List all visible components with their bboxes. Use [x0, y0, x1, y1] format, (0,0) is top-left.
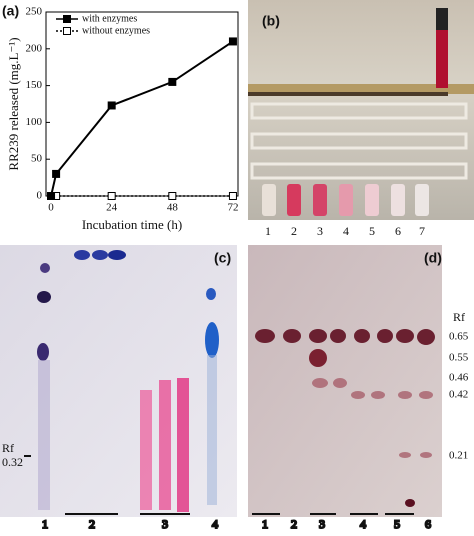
rf-label: 0.55 — [449, 352, 469, 364]
marker — [168, 192, 177, 200]
y-tick-label: 150 — [26, 79, 43, 91]
lane-label: 2 — [291, 224, 297, 238]
rf-label: 0.42 — [449, 389, 468, 401]
y-tick-label: 200 — [26, 42, 43, 54]
lane-label: 2 — [89, 517, 95, 531]
marker — [107, 192, 116, 200]
photo-b: (b) — [248, 0, 474, 220]
panel-label: (a) — [2, 3, 19, 19]
lane-labels-d: 1 2 3 4 5 6 — [252, 513, 432, 532]
lane-label: 2 — [291, 517, 297, 531]
x-tick-label: 72 — [227, 202, 238, 214]
lane-label: 7 — [419, 224, 425, 238]
lane-label: 1 — [262, 517, 268, 531]
lane-label: 1 — [265, 224, 271, 238]
lane-label: 5 — [369, 224, 375, 238]
rf-label: 0.65 — [449, 331, 469, 343]
lane-labels-c: 1 2 3 4 — [41, 513, 219, 532]
rf-label: 0.46 — [449, 372, 469, 384]
y-tick-label: 50 — [31, 153, 43, 165]
y-tick-label: 250 — [26, 6, 43, 18]
rf-title: Rf — [2, 441, 14, 455]
lane-label: 5 — [394, 517, 400, 531]
lane-labels-b: 1 2 3 4 5 6 7 — [265, 224, 425, 238]
rf-label: 0.21 — [449, 450, 468, 462]
legend-marker — [63, 27, 71, 35]
marker — [228, 37, 237, 46]
rf-title: Rf — [453, 310, 465, 324]
lane-label: 4 — [343, 224, 349, 238]
x-axis-title: Incubation time (h) — [82, 217, 182, 232]
marker — [168, 77, 177, 86]
lane-label: 4 — [212, 517, 218, 531]
x-tick-label: 24 — [106, 202, 118, 214]
legend-label: without enzymes — [82, 25, 150, 36]
lane-label: 3 — [319, 517, 325, 531]
y-tick-label: 0 — [37, 190, 43, 202]
plot-frame — [45, 11, 239, 197]
photo-d: (d) Rf 0.65 0.55 0.46 0.42 0.21 — [248, 245, 469, 517]
legend-label: with enzymes — [82, 13, 137, 24]
lane-label: 4 — [360, 517, 366, 531]
lane-label: 6 — [425, 517, 431, 531]
y-axis-title: RR239 released (mg.L⁻¹) — [6, 37, 21, 170]
x-tick-label: 0 — [48, 202, 54, 214]
photo-c: (c) Rf 0.32 — [0, 245, 237, 517]
panel-label: (c) — [214, 250, 231, 266]
series-line — [50, 40, 234, 197]
lane-label: 3 — [162, 517, 168, 531]
legend-marker — [63, 15, 71, 23]
y-tick-label: 100 — [26, 116, 43, 128]
x-tick-label: 48 — [167, 202, 179, 214]
lane-label: 1 — [42, 517, 48, 531]
marker — [228, 192, 237, 200]
rf-label: 0.32 — [2, 455, 23, 469]
lane-label: 3 — [317, 224, 323, 238]
lane-label: 6 — [395, 224, 401, 238]
panel-label: (b) — [262, 13, 280, 29]
marker — [52, 169, 61, 178]
marker — [47, 192, 56, 200]
marker — [107, 101, 116, 110]
panel-label: (d) — [424, 250, 442, 266]
